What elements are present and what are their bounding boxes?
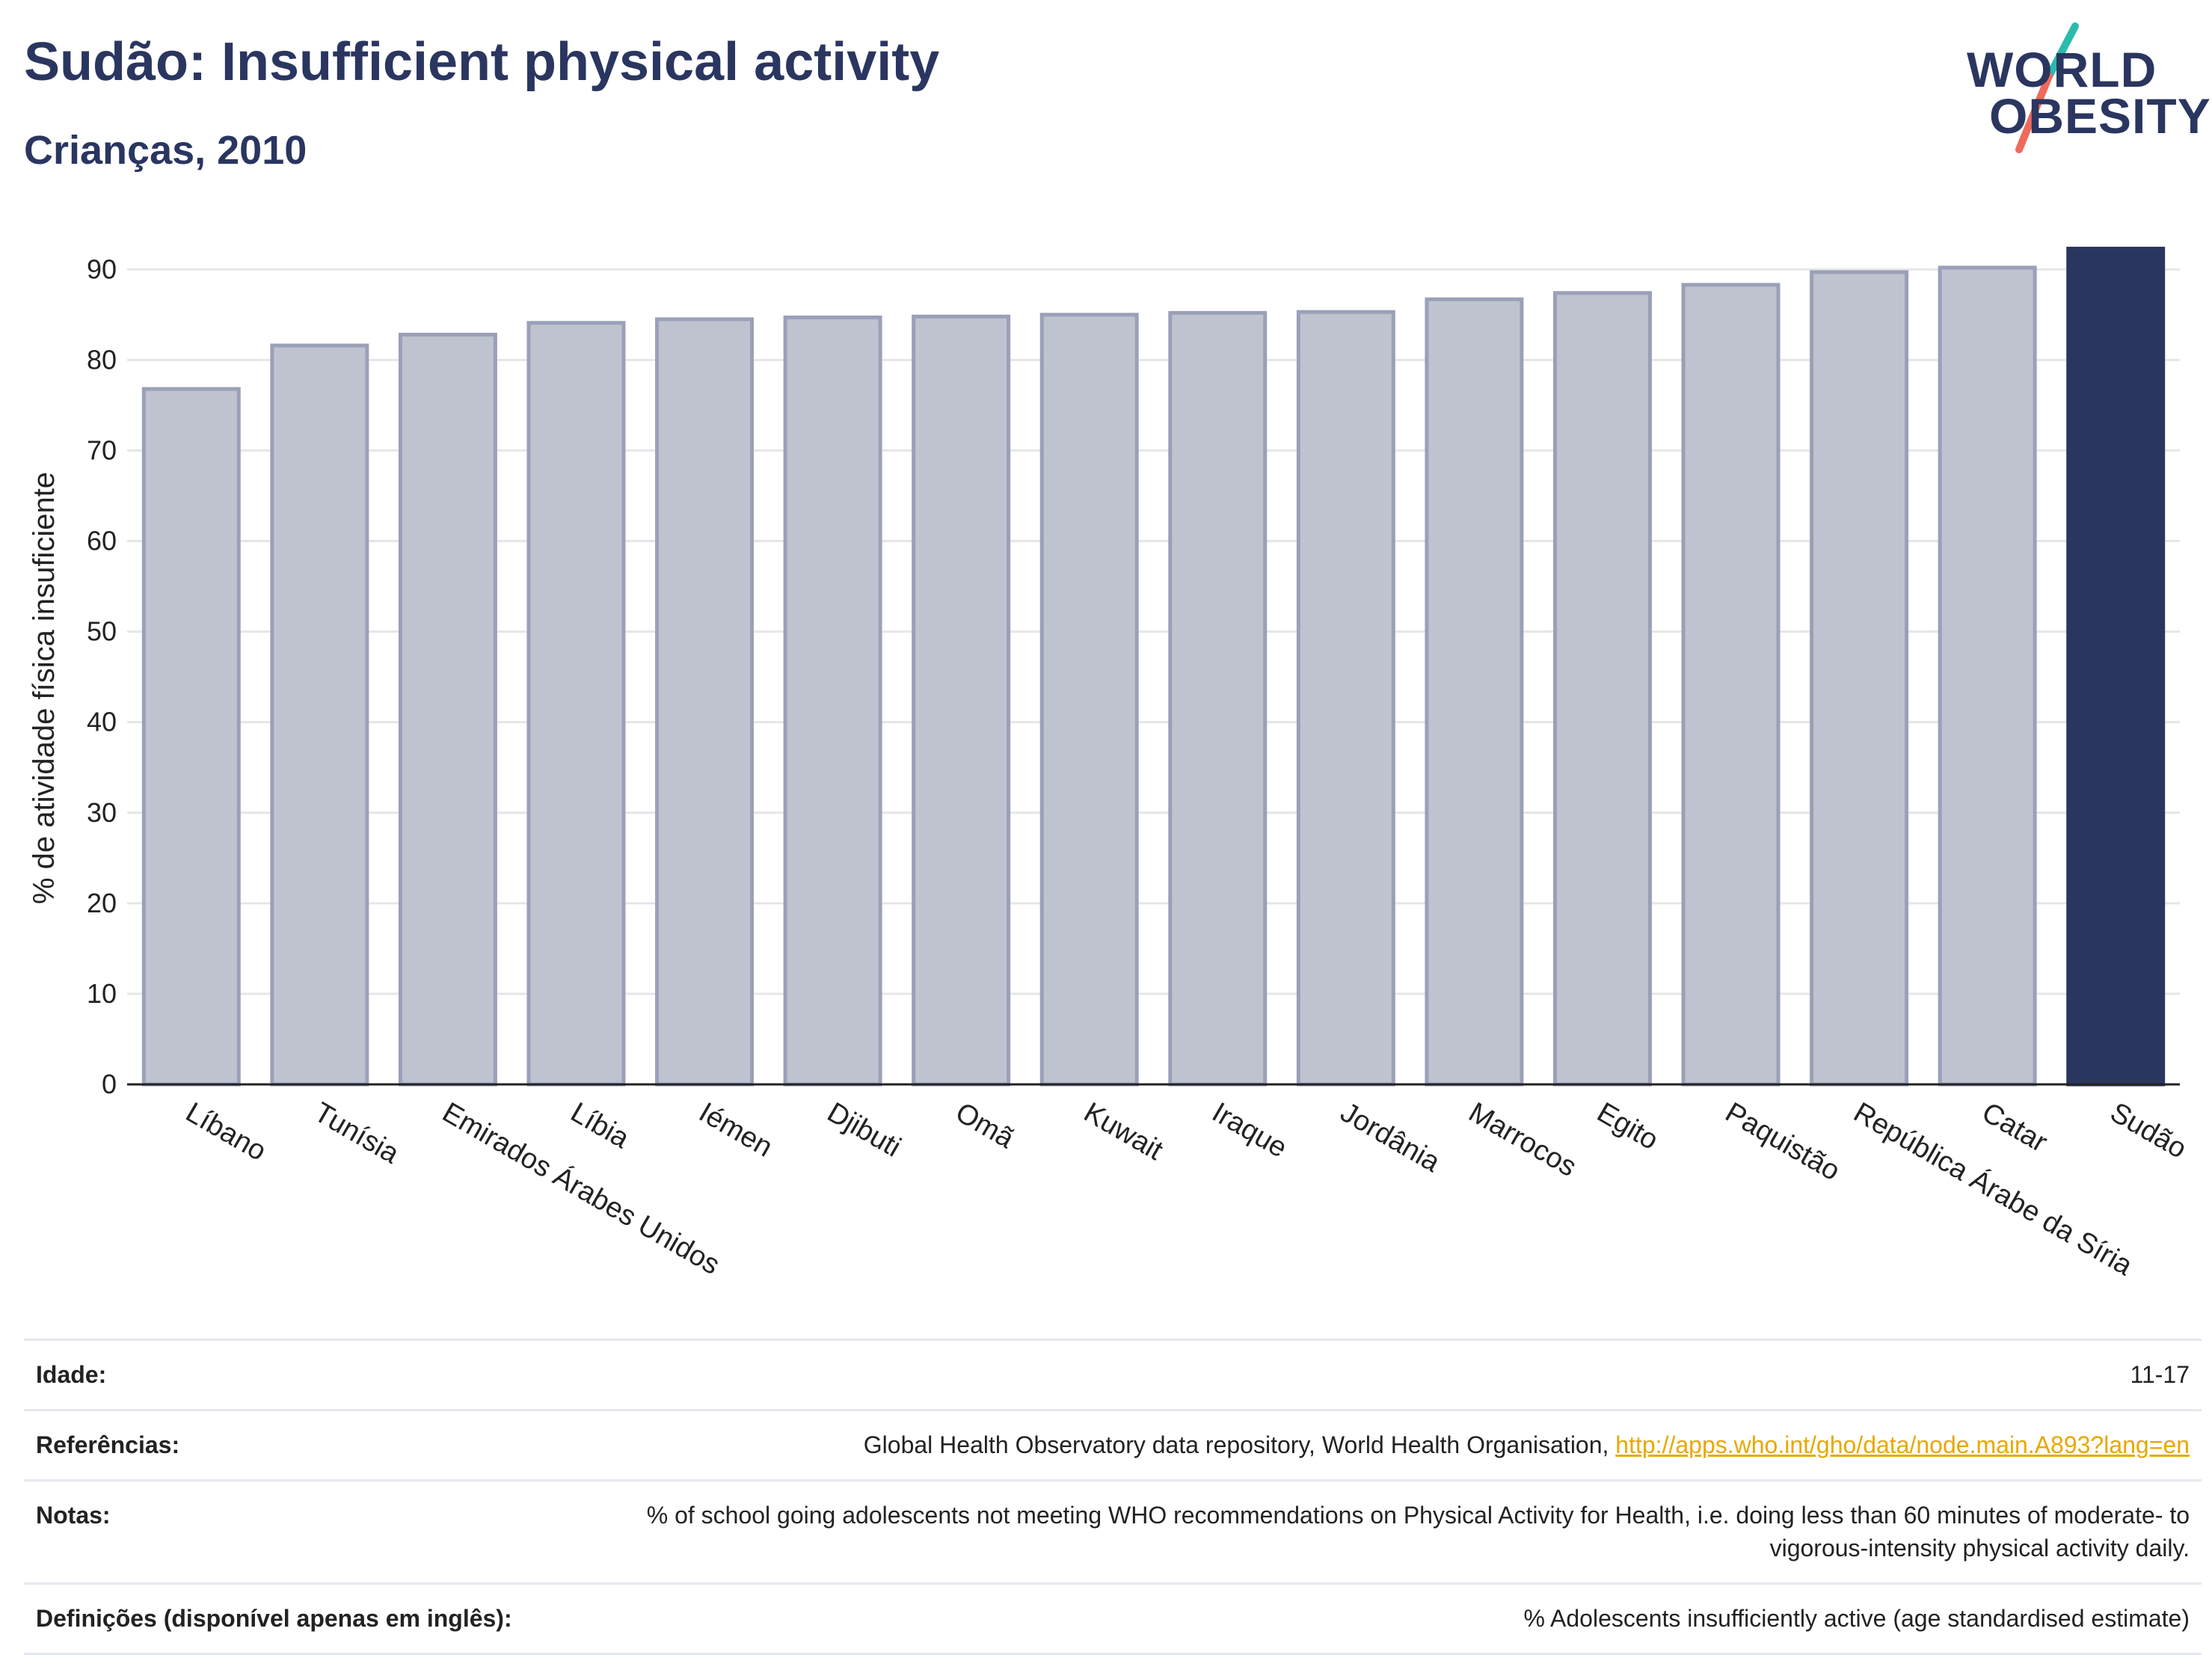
bar[interactable] xyxy=(1039,313,1139,1087)
x-tick-label: Omã xyxy=(950,1096,1020,1155)
details-row-age: Idade: 11-17 xyxy=(24,1338,2202,1410)
bar[interactable] xyxy=(1810,270,1909,1087)
references-link[interactable]: http://apps.who.int/gho/data/node.main.A… xyxy=(1615,1431,2190,1459)
x-tick-label: Djibuti xyxy=(822,1096,906,1163)
x-tick-label: Marrocos xyxy=(1463,1096,1582,1183)
bar[interactable] xyxy=(1552,291,1652,1087)
x-tick-label: Tunísia xyxy=(309,1096,405,1170)
notes-label: Notas: xyxy=(24,1479,616,1584)
details-row-references: Referências: Global Health Observatory d… xyxy=(24,1409,2202,1481)
y-tick-label: 60 xyxy=(87,526,117,556)
y-tick-label: 10 xyxy=(87,978,117,1009)
bar[interactable] xyxy=(1296,310,1395,1087)
x-tick-labels: Líbano Tunísia Emirados Árabes UnidosLíbia… xyxy=(180,1096,2192,1283)
logo-word-world: WORLD xyxy=(1967,42,2157,97)
x-tick-label: Egito xyxy=(1591,1096,1663,1156)
bar[interactable] xyxy=(912,314,1011,1087)
y-tick-label: 30 xyxy=(87,797,117,828)
x-tick-label: Líbia xyxy=(565,1096,635,1155)
y-tick-label: 70 xyxy=(87,435,117,465)
bar[interactable] xyxy=(655,317,755,1087)
world-obesity-logo[interactable]: WORLD OBESITY xyxy=(1944,22,2211,165)
age-label: Idade: xyxy=(24,1338,616,1410)
bars xyxy=(141,246,2166,1087)
bar-highlighted[interactable] xyxy=(2066,246,2166,1087)
bar[interactable] xyxy=(1681,283,1781,1087)
logo-word-obesity: OBESITY xyxy=(1989,88,2211,144)
notes-value: % of school going adolescents not meetin… xyxy=(616,1479,2202,1584)
x-tick-label: Kuwait xyxy=(1078,1096,1168,1167)
references-label: Referências: xyxy=(24,1409,616,1481)
x-tick-label: Iémen xyxy=(694,1096,778,1163)
y-tick-label: 0 xyxy=(102,1069,117,1099)
x-tick-label: Catar xyxy=(1976,1096,2053,1158)
definitions-value: % Adolescents insufficiently active (age… xyxy=(616,1582,2202,1655)
details-row-notes: Notas: % of school going adolescents not… xyxy=(24,1479,2202,1584)
x-tick-label: Paquistão xyxy=(1720,1096,1845,1187)
bar[interactable] xyxy=(141,387,241,1087)
y-tick-label: 40 xyxy=(87,707,117,737)
y-tick-label: 50 xyxy=(87,616,117,647)
age-value: 11-17 xyxy=(616,1338,2202,1410)
bar[interactable] xyxy=(1425,297,1524,1087)
details-table: Idade: 11-17 Referências: Global Health … xyxy=(24,1338,2202,1655)
logo-slash-icon xyxy=(2015,22,2079,153)
chart-subtitle: Crianças, 2010 xyxy=(24,128,307,173)
x-tick-label: Líbano xyxy=(180,1096,271,1167)
bar[interactable] xyxy=(1938,265,2037,1087)
details-row-definitions: Definições (disponível apenas em inglês)… xyxy=(24,1582,2202,1655)
y-tick-label: 80 xyxy=(87,344,117,375)
y-axis-label: % de atividade física insuficiente xyxy=(28,472,61,904)
y-tick-label: 20 xyxy=(87,888,117,918)
x-tick-label: Jordânia xyxy=(1335,1096,1446,1179)
y-tick-label: 90 xyxy=(87,254,117,284)
references-value: Global Health Observatory data repositor… xyxy=(863,1431,1609,1459)
definitions-label: Definições (disponível apenas em inglês)… xyxy=(24,1582,616,1655)
bar[interactable] xyxy=(526,321,626,1087)
chart-title: Sudão: Insufficient physical activity xyxy=(24,32,940,92)
bar[interactable] xyxy=(270,343,369,1087)
x-tick-label: Sudão xyxy=(2105,1096,2192,1164)
bar[interactable] xyxy=(783,315,882,1087)
bar[interactable] xyxy=(398,332,497,1087)
bar[interactable] xyxy=(1168,310,1268,1087)
y-tick-labels: 0 10 20 30 40 50 60 70 80 90 xyxy=(87,254,117,1099)
x-tick-label: Iraque xyxy=(1207,1096,1292,1164)
